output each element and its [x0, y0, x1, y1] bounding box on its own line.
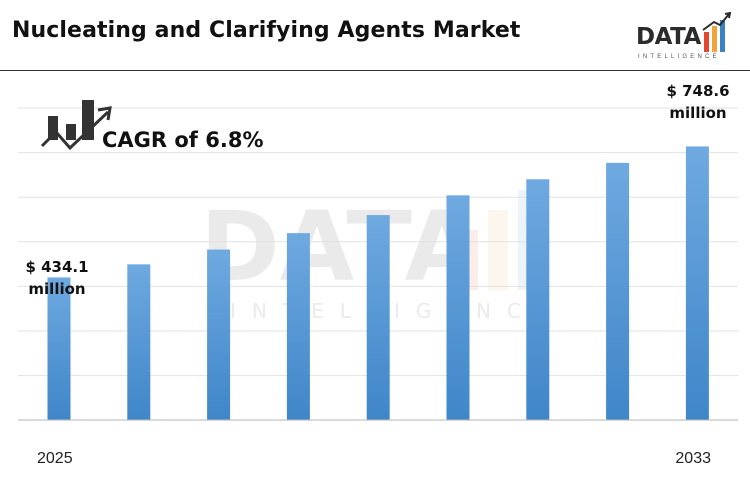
bar-9 [685, 146, 709, 420]
bar-6 [446, 195, 470, 420]
logo-bars-icon [702, 12, 732, 52]
start-value-amount: $ 434.1 [25, 258, 89, 276]
end-value-unit: million [669, 104, 727, 122]
bars [47, 146, 709, 420]
cagr-label: CAGR of 6.8% [102, 128, 264, 152]
end-value-amount: $ 748.6 [666, 82, 730, 100]
bar-4 [286, 233, 310, 420]
x-tick-label: 2033 [675, 450, 711, 467]
bar-7 [526, 179, 550, 420]
growth-chart-icon [40, 100, 112, 151]
page-title: Nucleating and Clarifying Agents Market [12, 18, 521, 43]
start-value-annotation: $ 434.1 million [18, 256, 96, 300]
logo-wordmark: DATA [636, 24, 701, 50]
bar-1 [47, 277, 71, 420]
bar-5 [366, 215, 390, 420]
logo-subtitle: INTELLIGENCE [638, 54, 720, 60]
bar-8 [606, 162, 630, 420]
bar-3 [207, 249, 231, 420]
end-value-annotation: $ 748.6 million [656, 80, 740, 124]
brand-logo: DATA INTELLIGENCE [636, 10, 736, 66]
x-tick-label: 2025 [37, 450, 73, 467]
start-value-unit: million [28, 280, 86, 298]
header-divider [0, 70, 750, 71]
bar-2 [127, 264, 151, 420]
